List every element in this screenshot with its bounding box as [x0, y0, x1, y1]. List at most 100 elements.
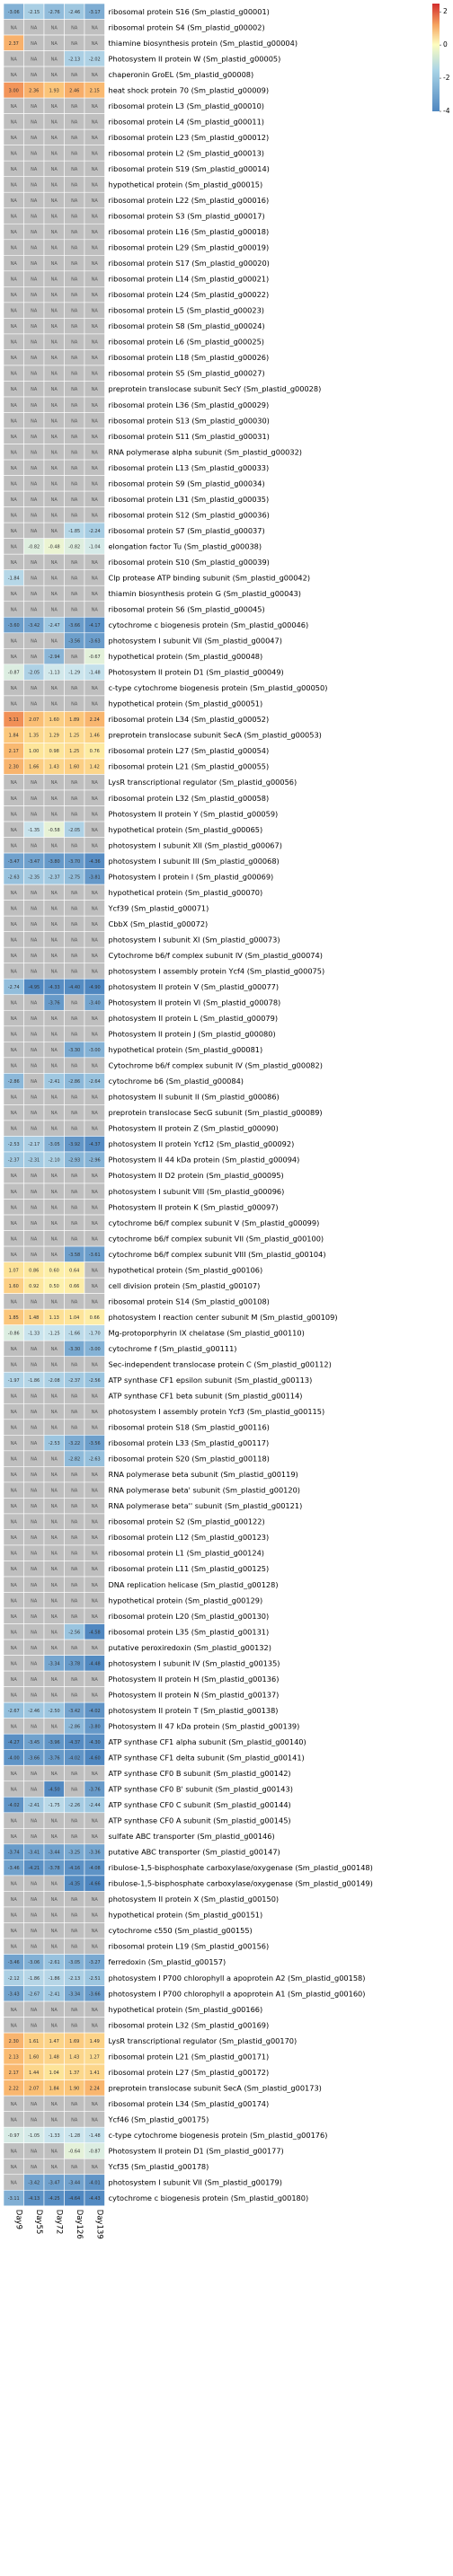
cell-value-label: NA: [71, 1426, 78, 1431]
cell-value-label: NA: [51, 560, 58, 566]
cell-value-label: NA: [11, 937, 18, 943]
cell-value-label: NA: [31, 1394, 38, 1400]
cell-value-label: NA: [51, 1048, 58, 1053]
cell-value-label: NA: [51, 73, 58, 78]
heatmap-cell: [84, 2189, 105, 2207]
row-label: cytochrome c550 (Sm_plastid_g00155): [109, 1926, 253, 1935]
cell-value-label: NA: [11, 1441, 18, 1446]
row-label: cytochrome b6/f complex subunit VIII (Sm…: [109, 1250, 326, 1259]
cell-value-label: NA: [11, 261, 18, 267]
cell-value-label: NA: [31, 167, 38, 172]
cell-value-label: NA: [51, 435, 58, 440]
cell-value-label: NA: [92, 1095, 99, 1101]
cell-value-label: NA: [51, 2102, 58, 2107]
cell-value-label: NA: [11, 513, 18, 518]
row-label: preprotein translocase subunit SecA (Sm_…: [109, 731, 322, 740]
row-label: photosystem II protein Ycf12 (Sm_plastid…: [109, 1139, 295, 1148]
row-label: photosystem I subunit XII (Sm_plastid_g0…: [109, 840, 282, 849]
cell-value-label: NA: [51, 309, 58, 314]
cell-value-label: -2.37: [68, 1378, 80, 1384]
cell-value-label: 0.50: [49, 1284, 59, 1289]
cell-value-label: NA: [31, 1347, 38, 1352]
cell-value-label: NA: [71, 73, 78, 78]
cell-value-label: NA: [51, 1205, 58, 1210]
cell-value-label: NA: [92, 1598, 99, 1604]
row-label: ribosomal protein L19 (Sm_plastid_g00156…: [109, 1942, 270, 1951]
column-labels: Day9 Day55 Day72 Day126 Day139: [13, 2210, 103, 2239]
cell-value-label: -3.45: [28, 1740, 40, 1745]
row-label: preprotein translocase subunit SecA (Sm_…: [109, 2083, 322, 2092]
cell-value-label: NA: [31, 215, 38, 220]
cell-value-label: NA: [51, 592, 58, 597]
row-label: ribosomal protein L5 (Sm_plastid_g00023): [109, 306, 265, 315]
row-label: ribosomal protein L4 (Sm_plastid_g00011): [109, 117, 265, 126]
row-label: photosystem I P700 chlorophyll a apoprot…: [109, 1989, 366, 1998]
cell-value-label: NA: [92, 686, 99, 691]
cell-value-label: NA: [92, 576, 99, 581]
row-label: photosystem I assembly protein Ycf4 (Sm_…: [109, 966, 325, 975]
cell-value-label: NA: [92, 309, 99, 314]
cell-value-label: -3.76: [49, 1001, 60, 1007]
cell-value-label: NA: [51, 576, 58, 581]
cell-value-label: NA: [11, 1819, 18, 1824]
cell-value-label: NA: [31, 1205, 38, 1210]
cell-value-label: 1.43: [49, 765, 59, 770]
row-label: ribosomal protein L27 (Sm_plastid_g00054…: [109, 746, 270, 755]
cell-value-label: -3.00: [89, 1347, 101, 1352]
cell-value-label: NA: [11, 293, 18, 298]
cell-value-label: NA: [92, 906, 99, 911]
row-label: photosystem II subunit II (Sm_plastid_g0…: [109, 1093, 280, 1102]
cell-value-label: NA: [11, 1788, 18, 1793]
cell-value-label: NA: [11, 1473, 18, 1478]
cell-value-label: 1.89: [69, 717, 79, 723]
cell-value-label: NA: [51, 1598, 58, 1604]
cell-value-label: NA: [92, 1190, 99, 1195]
row-label: RNA polymerase beta'' subunit (Sm_plasti…: [109, 1501, 303, 1510]
cell-value-label: NA: [51, 780, 58, 786]
cell-value-label: -3.60: [8, 623, 20, 629]
cell-value-label: NA: [51, 1913, 58, 1919]
cell-value-label: NA: [31, 655, 38, 660]
cell-value-label: NA: [71, 2102, 78, 2107]
cell-value-label: -0.87: [8, 671, 20, 676]
cell-value-label: NA: [31, 1630, 38, 1635]
cell-value-label: 1.00: [29, 749, 39, 754]
cell-value-label: NA: [71, 1692, 78, 1698]
row-label: ribosomal protein L21 (Sm_plastid_g00171…: [109, 2052, 270, 2061]
cell-value-label: NA: [71, 1489, 78, 1494]
cell-value-label: -2.86: [68, 1079, 80, 1085]
cell-value-label: 2.30: [9, 765, 19, 770]
cell-value-label: 1.84: [9, 734, 19, 739]
cell-value-label: -3.42: [28, 623, 40, 629]
cell-value-label: -4.16: [68, 1866, 80, 1871]
row-label: ATP synthase CF1 delta subunit (Sm_plast…: [109, 1753, 305, 1762]
row-label: photosystem I subunit III (Sm_plastid_g0…: [109, 857, 280, 866]
cell-value-label: -1.85: [68, 529, 80, 534]
cell-value-label: NA: [11, 592, 18, 597]
cell-value-label: -1.25: [49, 1331, 60, 1336]
cell-value-label: NA: [51, 182, 58, 188]
cell-value-label: NA: [51, 1190, 58, 1195]
cell-value-label: NA: [11, 1520, 18, 1525]
cell-value-label: 1.48: [29, 1315, 39, 1321]
cell-value-label: NA: [31, 481, 38, 487]
cell-value-label: NA: [71, 1646, 78, 1651]
cell-value-label: -2.53: [49, 1441, 60, 1446]
cell-value-label: NA: [31, 246, 38, 251]
cell-value-label: NA: [71, 167, 78, 172]
cell-value-label: -4.48: [89, 1661, 101, 1666]
cell-value-label: NA: [31, 2023, 38, 2028]
cell-value-label: NA: [51, 1504, 58, 1509]
column-label: Day9: [13, 2210, 22, 2229]
cell-value-label: NA: [51, 57, 58, 62]
cell-value-label: NA: [11, 1048, 18, 1053]
cell-value-label: NA: [71, 466, 78, 471]
cell-value-label: NA: [71, 450, 78, 455]
cell-value-label: -2.13: [68, 57, 80, 62]
cell-value-label: NA: [11, 25, 18, 31]
cell-value-label: -1.48: [89, 671, 101, 676]
cell-value-label: NA: [71, 1552, 78, 1557]
cell-value-label: NA: [31, 2165, 38, 2170]
row-label: ribosomal protein L20 (Sm_plastid_g00130…: [109, 1612, 270, 1621]
cell-value-label: 0.66: [90, 1315, 100, 1321]
